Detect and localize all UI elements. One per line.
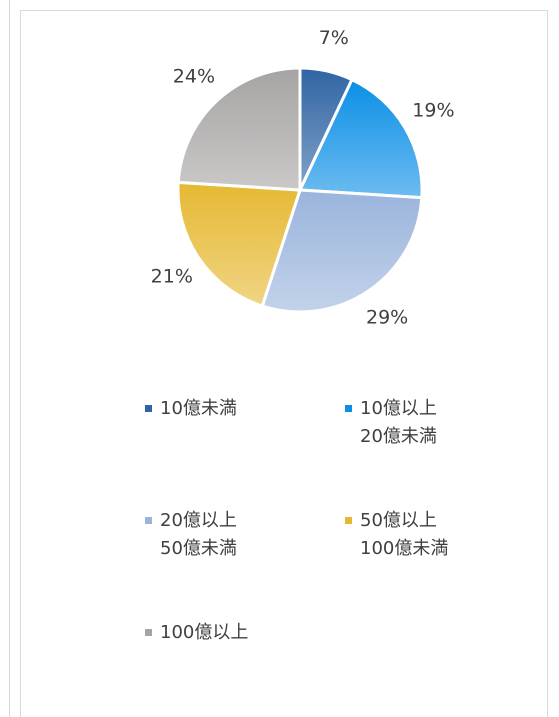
pie-slice — [297, 77, 424, 200]
legend-swatch — [345, 405, 352, 412]
legend-swatch — [145, 405, 152, 412]
data-label: 24% — [173, 66, 215, 88]
data-label: 29% — [366, 307, 408, 329]
legend-label: 50億以上 100億未満 — [360, 510, 449, 559]
pie-slice — [176, 66, 302, 192]
data-label: 21% — [151, 266, 193, 288]
legend-label: 100億以上 — [160, 622, 249, 643]
chart-frame — [20, 10, 548, 717]
divider — [9, 0, 10, 717]
pie-slice — [260, 188, 424, 314]
legend-label: 10億以上 20億未満 — [360, 398, 437, 447]
legend-swatch — [145, 517, 152, 524]
data-label: 7% — [319, 27, 349, 49]
data-label: 19% — [412, 100, 454, 122]
legend-label: 20億以上 50億未満 — [160, 510, 237, 559]
pie-slice — [176, 180, 303, 308]
legend-swatch — [145, 629, 152, 636]
legend-label: 10億未満 — [160, 398, 237, 419]
legend-swatch — [345, 517, 352, 524]
